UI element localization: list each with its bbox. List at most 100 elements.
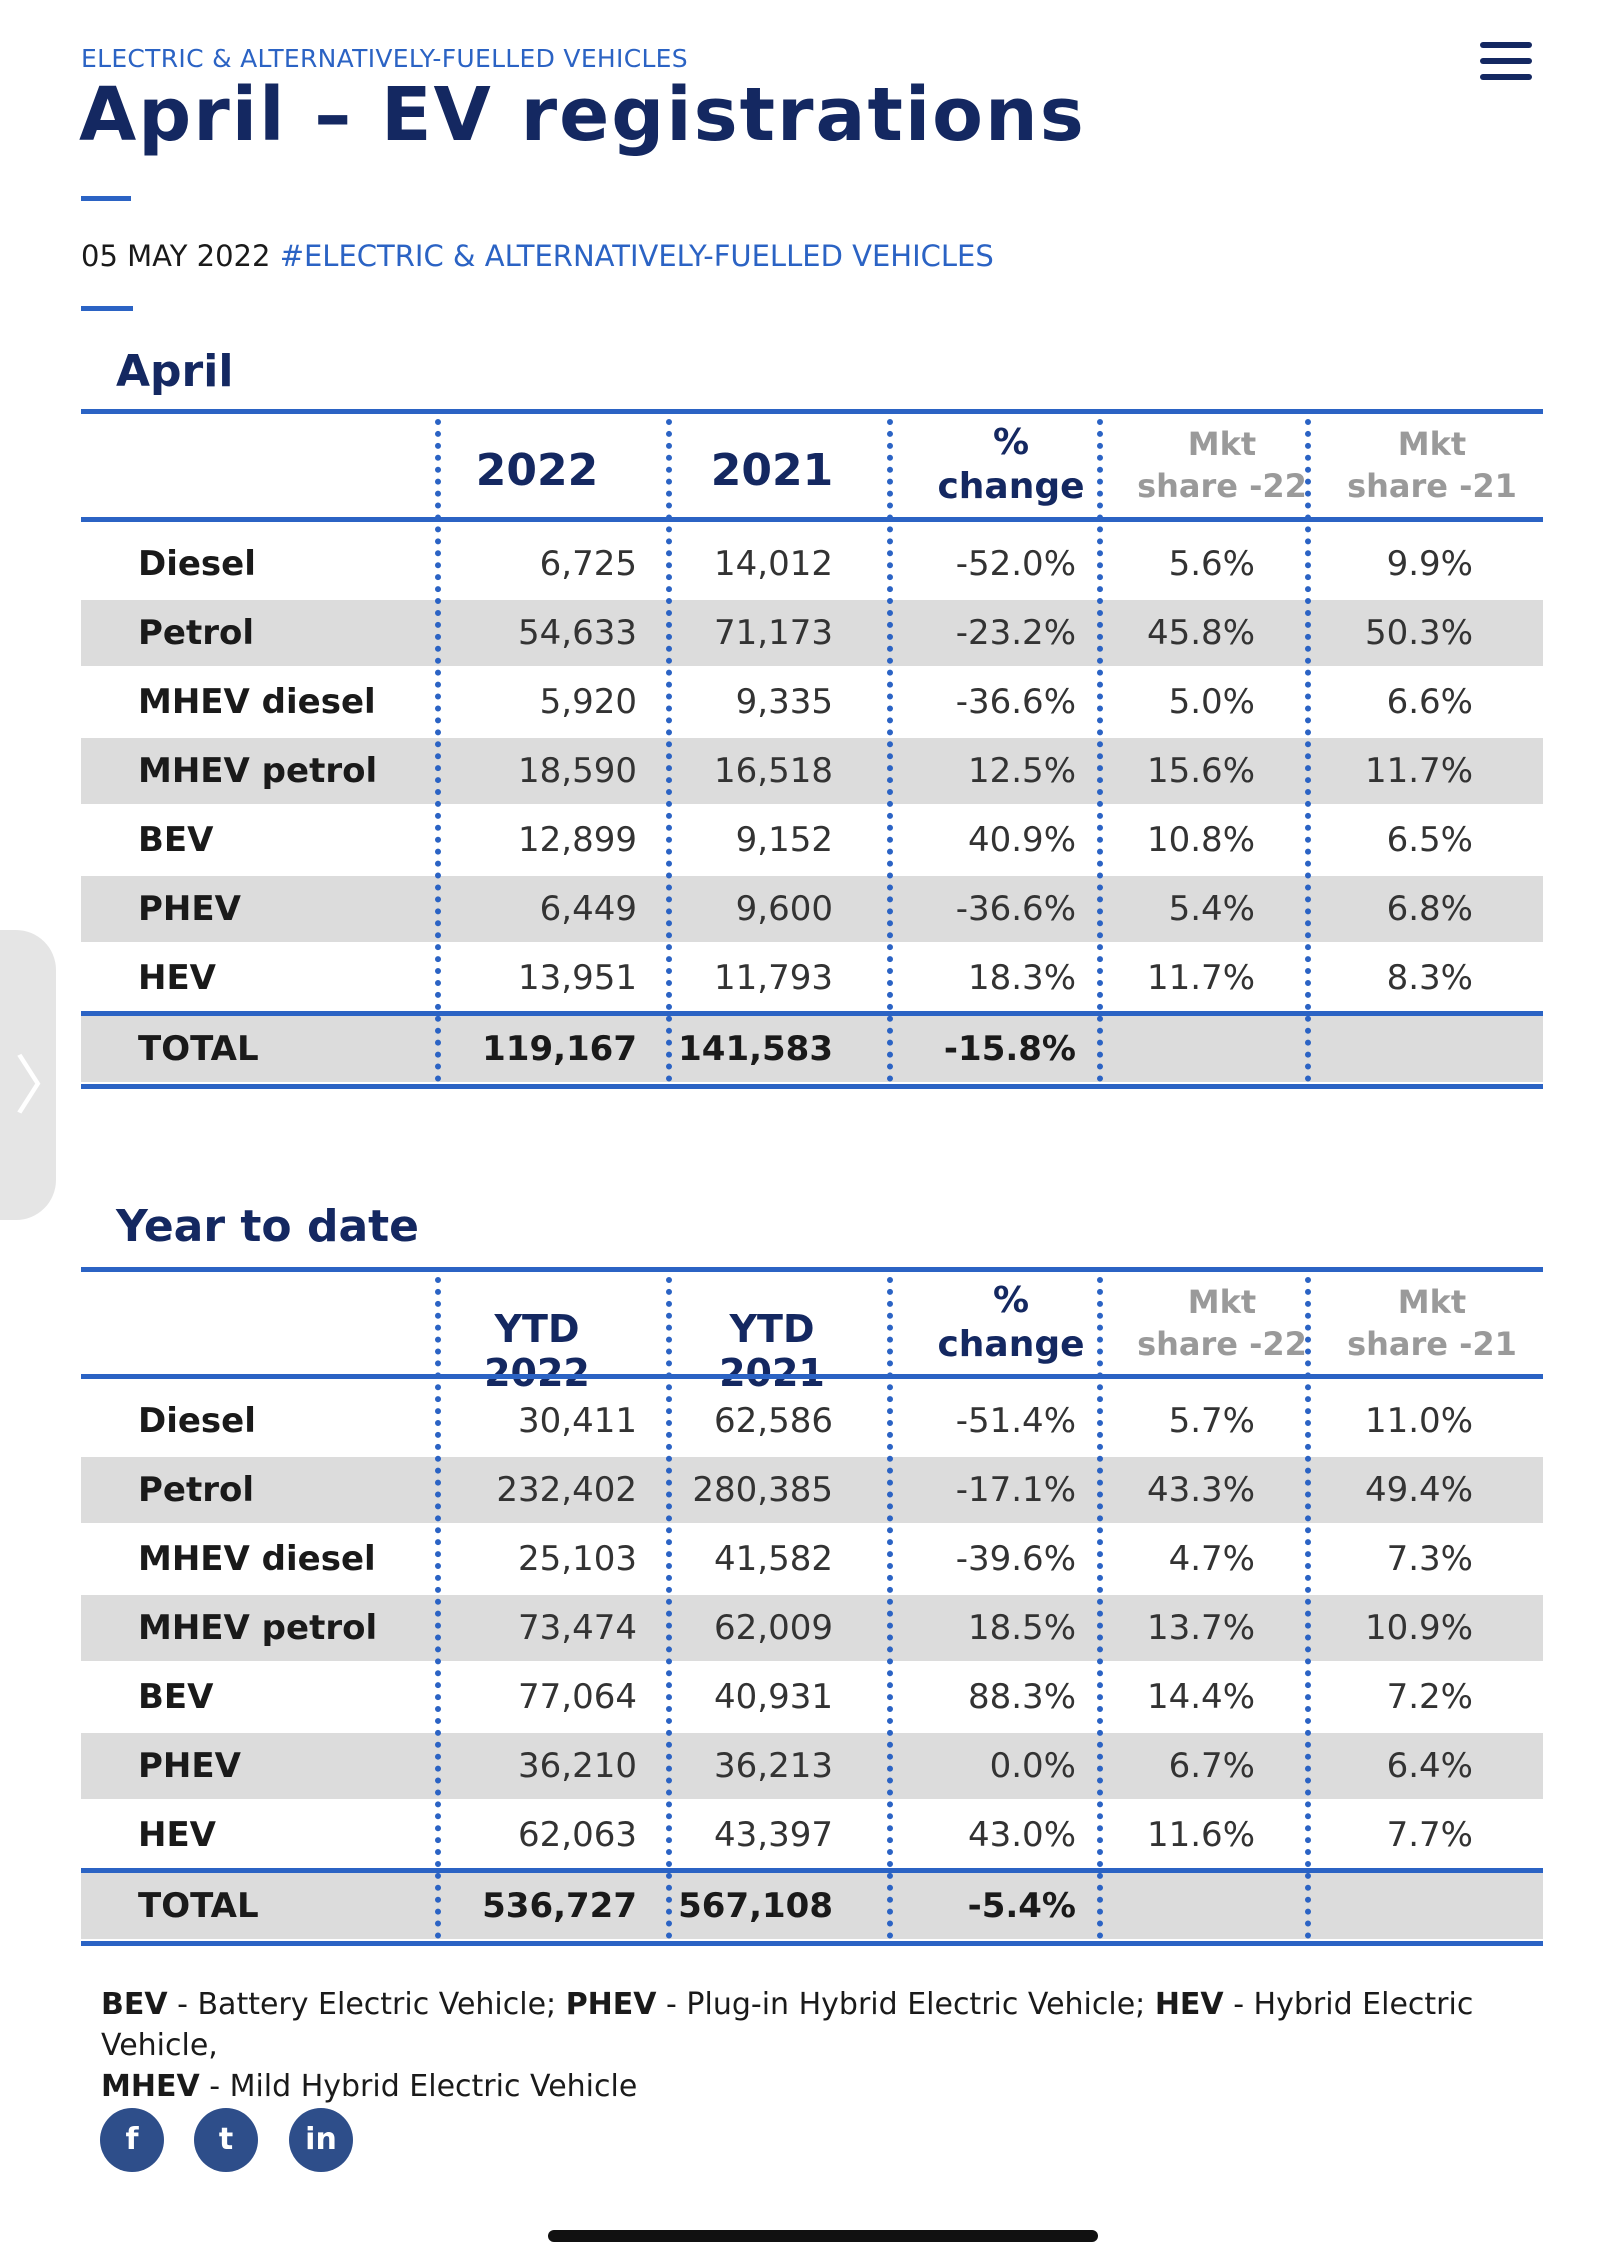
cell-c1: 25,103 — [518, 1539, 637, 1579]
cell-c4: 5.4% — [1168, 889, 1255, 929]
cell-c3: 40.9% — [967, 820, 1076, 860]
cell-c4: 10.8% — [1146, 820, 1255, 860]
home-indicator[interactable] — [548, 2230, 1098, 2242]
cell-c3: -36.6% — [955, 682, 1076, 722]
cell-c2: 16,518 — [714, 751, 833, 791]
cell-c4: 4.7% — [1168, 1539, 1255, 1579]
cell-c3: -39.6% — [955, 1539, 1076, 1579]
footnote-bev: BEV — [101, 1987, 168, 2022]
cell-c3: 18.5% — [967, 1608, 1076, 1648]
cell-c3: 12.5% — [967, 751, 1076, 791]
table-row: PHEV 6,449 9,600 -36.6% 5.4% 6.8% — [81, 876, 1543, 942]
cell-c1: 6,449 — [539, 889, 637, 929]
cell-c2: 280,385 — [692, 1470, 833, 1510]
header-rule — [81, 517, 1543, 522]
header-col-change-line1: % — [992, 422, 1030, 463]
header-col-share21: Mkt share -21 — [1317, 1281, 1547, 1365]
cell-c3: -23.2% — [955, 613, 1076, 653]
post-tag[interactable]: #ELECTRIC & ALTERNATIVELY-FUELLED VEHICL… — [279, 239, 994, 273]
cell-c2: 9,600 — [735, 889, 833, 929]
cell-c5: 6.5% — [1386, 820, 1473, 860]
menu-icon[interactable] — [1480, 42, 1532, 82]
total-c1: 536,727 — [482, 1886, 637, 1926]
cell-c2: 71,173 — [714, 613, 833, 653]
row-label: Diesel — [138, 544, 256, 584]
cell-c3: -36.6% — [955, 889, 1076, 929]
cell-c2: 11,793 — [714, 958, 833, 998]
footnote-phev-desc: - Plug-in Hybrid Electric Vehicle; — [656, 1987, 1155, 2022]
row-label: Diesel — [138, 1401, 256, 1441]
cell-c1: 30,411 — [518, 1401, 637, 1441]
cell-c4: 13.7% — [1146, 1608, 1255, 1648]
row-label: HEV — [138, 1815, 216, 1855]
category-label[interactable]: ELECTRIC & ALTERNATIVELY-FUELLED VEHICLE… — [81, 44, 688, 73]
header-col-change: % change — [911, 421, 1111, 509]
header-col-share21-line1: Mkt — [1397, 425, 1467, 463]
header-col-ytd2022: YTD 2022 — [484, 1307, 590, 1395]
header-col-change-line2: change — [937, 466, 1085, 507]
footnote-phev: PHEV — [565, 1987, 657, 2022]
cell-c1: 18,590 — [518, 751, 637, 791]
side-drawer-tab[interactable]: 〉 — [0, 930, 78, 1220]
cell-c1: 5,920 — [539, 682, 637, 722]
header-col-change-line2: change — [937, 1324, 1085, 1365]
table-row: PHEV 36,210 36,213 0.0% 6.7% 6.4% — [81, 1733, 1543, 1799]
header-col-share22-line1: Mkt — [1187, 425, 1257, 463]
cell-c5: 49.4% — [1364, 1470, 1473, 1510]
row-label: MHEV diesel — [138, 1539, 376, 1579]
table-row: MHEV petrol 73,474 62,009 18.5% 13.7% 10.9% — [81, 1595, 1543, 1661]
header-col-2021: 2021 — [710, 445, 834, 496]
cell-c4: 5.7% — [1168, 1401, 1255, 1441]
row-label: PHEV — [138, 889, 241, 929]
footnote-hev-desc: - Hybrid Electric Vehicle, — [101, 1987, 1474, 2063]
column-separator — [666, 1277, 672, 1939]
total-c2: 567,108 — [678, 1886, 833, 1926]
chevron-right-icon: 〉 — [14, 1050, 78, 1124]
total-rule — [81, 1868, 1543, 1873]
cell-c1: 36,210 — [518, 1746, 637, 1786]
cell-c2: 41,582 — [714, 1539, 833, 1579]
cell-c3: 88.3% — [967, 1677, 1076, 1717]
table-row: Diesel 6,725 14,012 -52.0% 5.6% 9.9% — [81, 531, 1543, 597]
cell-c5: 8.3% — [1386, 958, 1473, 998]
row-label: MHEV petrol — [138, 1608, 378, 1648]
cell-c4: 11.6% — [1146, 1815, 1255, 1855]
cell-c2: 62,009 — [714, 1608, 833, 1648]
cell-c4: 43.3% — [1146, 1470, 1255, 1510]
cell-c1: 77,064 — [518, 1677, 637, 1717]
total-label: TOTAL — [138, 1029, 259, 1069]
header-rule — [81, 1374, 1543, 1379]
header-col-share21-line2: share -21 — [1347, 467, 1517, 505]
ytd-table: YTD 2022 YTD 2021 % change Mkt share -22… — [81, 1267, 1543, 1947]
facebook-share-button[interactable]: f — [100, 2108, 164, 2172]
cell-c5: 6.8% — [1386, 889, 1473, 929]
total-c1: 119,167 — [482, 1029, 637, 1069]
table-bottom-rule — [81, 1084, 1543, 1089]
column-separator — [666, 419, 672, 1082]
cell-c5: 11.0% — [1364, 1401, 1473, 1441]
cell-c5: 50.3% — [1364, 613, 1473, 653]
row-label: HEV — [138, 958, 216, 998]
footnote-bev-desc: - Battery Electric Vehicle; — [167, 1987, 566, 2022]
header-col-share21-line2: share -21 — [1347, 1325, 1517, 1363]
cell-c5: 6.4% — [1386, 1746, 1473, 1786]
table-row: MHEV petrol 18,590 16,518 12.5% 15.6% 11.7% — [81, 738, 1543, 804]
total-c2: 141,583 — [678, 1029, 833, 1069]
column-separator — [1097, 1277, 1103, 1939]
header-col-change-line1: % — [992, 1280, 1030, 1321]
table-bottom-rule — [81, 1941, 1543, 1946]
april-table: 2022 2021 % change Mkt share -22 Mkt sha… — [81, 409, 1543, 1089]
table-row: BEV 77,064 40,931 88.3% 14.4% 7.2% — [81, 1664, 1543, 1730]
cell-c1: 54,633 — [518, 613, 637, 653]
header-col-change: % change — [911, 1279, 1111, 1367]
row-label: MHEV diesel — [138, 682, 376, 722]
twitter-share-button[interactable]: t — [194, 2108, 258, 2172]
linkedin-icon: in — [305, 2122, 337, 2157]
cell-c3: 18.3% — [967, 958, 1076, 998]
cell-c1: 12,899 — [518, 820, 637, 860]
cell-c5: 9.9% — [1386, 544, 1473, 584]
cell-c5: 6.6% — [1386, 682, 1473, 722]
linkedin-share-button[interactable]: in — [289, 2108, 353, 2172]
table-top-rule — [81, 409, 1543, 414]
table-row: Petrol 232,402 280,385 -17.1% 43.3% 49.4% — [81, 1457, 1543, 1523]
